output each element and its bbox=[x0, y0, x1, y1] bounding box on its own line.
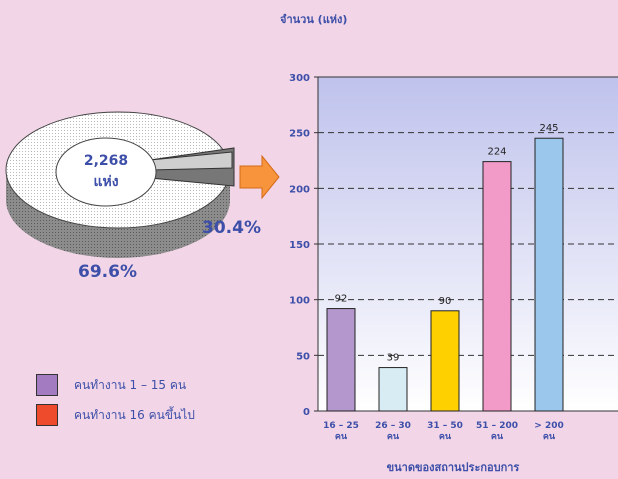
x-tick-label: 51 – 200 bbox=[476, 421, 518, 431]
legend-label: คนทำงาน 16 คนขึ้นไป bbox=[74, 408, 195, 422]
x-tick-label: คน bbox=[543, 432, 556, 442]
x-tick-label: > 200 bbox=[534, 421, 563, 431]
y-tick-label: 100 bbox=[289, 296, 310, 307]
legend-swatch bbox=[36, 374, 58, 396]
pie-total-value: 2,268 bbox=[83, 153, 129, 169]
bar-value-label: 245 bbox=[539, 123, 558, 134]
legend-swatch bbox=[36, 404, 58, 426]
x-tick-label: คน bbox=[439, 432, 452, 442]
pie-center-label: 2,268 แห่ง bbox=[62, 141, 150, 213]
pie-small-percent: 30.4% bbox=[202, 218, 261, 238]
y-tick-label: 300 bbox=[289, 73, 310, 84]
x-tick-label: 26 – 30 bbox=[375, 421, 411, 431]
bar-value-label: 90 bbox=[439, 296, 452, 307]
bar bbox=[534, 137, 564, 412]
x-tick-label: 16 – 25 bbox=[323, 421, 359, 431]
x-tick-label: คน bbox=[491, 432, 504, 442]
x-tick-label: คน bbox=[387, 432, 400, 442]
bar bbox=[378, 367, 408, 412]
bar bbox=[430, 310, 460, 412]
y-tick-label: 50 bbox=[296, 351, 310, 362]
arrow-icon bbox=[239, 154, 280, 200]
bar-value-label: 224 bbox=[487, 147, 506, 158]
y-tick-label: 200 bbox=[289, 184, 310, 195]
pie-total-unit: แห่ง bbox=[93, 174, 119, 190]
x-axis-title: ขนาดของสถานประกอบการ bbox=[386, 461, 520, 474]
bar-value-label: 39 bbox=[387, 353, 400, 364]
y-tick-label: 0 bbox=[303, 407, 310, 418]
x-tick-label: คน bbox=[335, 432, 348, 442]
bar-value-label: 92 bbox=[335, 294, 348, 305]
x-tick-label: 31 – 50 bbox=[427, 421, 463, 431]
y-axis-title: จำนวน (แห่ง) bbox=[280, 13, 348, 26]
bar bbox=[482, 161, 512, 412]
y-tick-label: 250 bbox=[289, 129, 310, 140]
y-tick-label: 150 bbox=[289, 240, 310, 251]
legend-label: คนทำงาน 1 – 15 คน bbox=[74, 378, 187, 392]
bar bbox=[326, 308, 356, 412]
pie-large-percent: 69.6% bbox=[78, 262, 137, 282]
pie-center-badge bbox=[55, 137, 157, 207]
